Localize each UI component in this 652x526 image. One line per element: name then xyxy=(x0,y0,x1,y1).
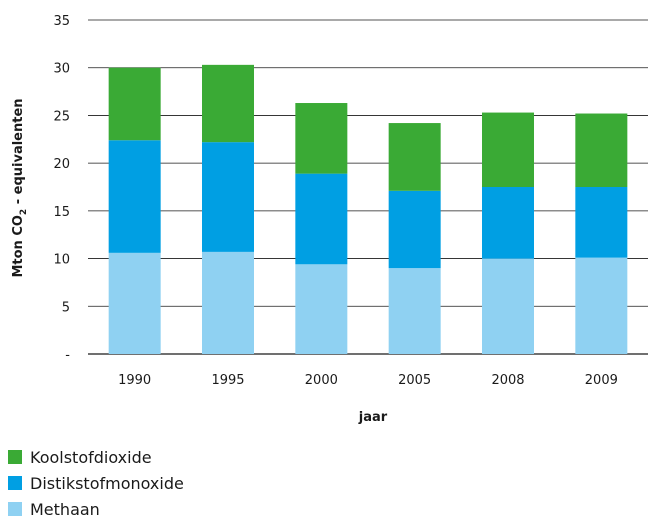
bar-distikstofmonoxide-1995 xyxy=(202,142,254,252)
y-axis-title: Mton CO2 - equivalenten xyxy=(11,98,29,277)
bar-distikstofmonoxide-2008 xyxy=(482,187,534,259)
y-tick-labels: - 5 10 15 20 25 30 35 xyxy=(53,14,70,363)
bar-methaan-1990 xyxy=(108,252,161,354)
bar-distikstofmonoxide-2009 xyxy=(575,187,628,258)
bar-koolstofdioxide-1990 xyxy=(108,67,161,141)
legend-swatch-distikstofmonoxide xyxy=(8,476,22,490)
y-tick-label: 15 xyxy=(53,205,70,220)
y-tick-label: 5 xyxy=(62,300,70,315)
legend: Koolstofdioxide Distikstofmonoxide Metha… xyxy=(8,444,184,522)
legend-item-koolstofdioxide: Koolstofdioxide xyxy=(8,444,184,470)
legend-swatch-koolstofdioxide xyxy=(8,450,22,464)
bar-methaan-2009 xyxy=(575,257,628,354)
y-axis-title-rest: - equivalenten xyxy=(11,98,26,208)
y-tick-label: - xyxy=(65,348,70,363)
y-axis-title-subscript: 2 xyxy=(19,209,29,215)
gridlines xyxy=(88,19,648,355)
legend-label: Distikstofmonoxide xyxy=(30,473,184,493)
x-tick-label: 2000 xyxy=(305,373,338,388)
legend-item-distikstofmonoxide: Distikstofmonoxide xyxy=(8,470,184,496)
legend-swatch-methaan xyxy=(8,502,22,516)
y-tick-label: 30 xyxy=(53,62,70,77)
bar-koolstofdioxide-2005 xyxy=(388,123,441,191)
x-tick-label: 2005 xyxy=(398,373,431,388)
legend-item-methaan: Methaan xyxy=(8,496,184,522)
bars xyxy=(108,64,628,354)
x-tick-labels: 1990 1995 2000 2005 2008 2009 xyxy=(118,373,618,388)
bar-methaan-2000 xyxy=(295,264,348,354)
bar-koolstofdioxide-2000 xyxy=(295,103,348,174)
x-tick-label: 2008 xyxy=(491,373,524,388)
bar-distikstofmonoxide-2005 xyxy=(388,190,441,269)
y-tick-label: 35 xyxy=(53,14,70,29)
x-tick-label: 2009 xyxy=(585,373,618,388)
y-tick-label: 25 xyxy=(53,109,70,124)
bar-koolstofdioxide-2009 xyxy=(575,113,628,187)
y-tick-label: 10 xyxy=(53,253,70,268)
bar-koolstofdioxide-2008 xyxy=(482,112,534,187)
x-tick-label: 1995 xyxy=(211,373,244,388)
bar-distikstofmonoxide-2000 xyxy=(295,173,348,265)
bar-koolstofdioxide-1995 xyxy=(202,64,254,143)
bar-methaan-2008 xyxy=(482,258,534,354)
y-axis-title-main: Mton CO xyxy=(11,215,26,277)
bar-methaan-1995 xyxy=(202,251,254,354)
legend-label: Koolstofdioxide xyxy=(30,447,152,467)
bar-distikstofmonoxide-1990 xyxy=(108,140,161,253)
legend-label: Methaan xyxy=(30,499,100,519)
x-axis-title: jaar xyxy=(358,410,388,425)
y-tick-label: 20 xyxy=(53,157,70,172)
bar-methaan-2005 xyxy=(388,268,441,354)
x-tick-label: 1990 xyxy=(118,373,151,388)
